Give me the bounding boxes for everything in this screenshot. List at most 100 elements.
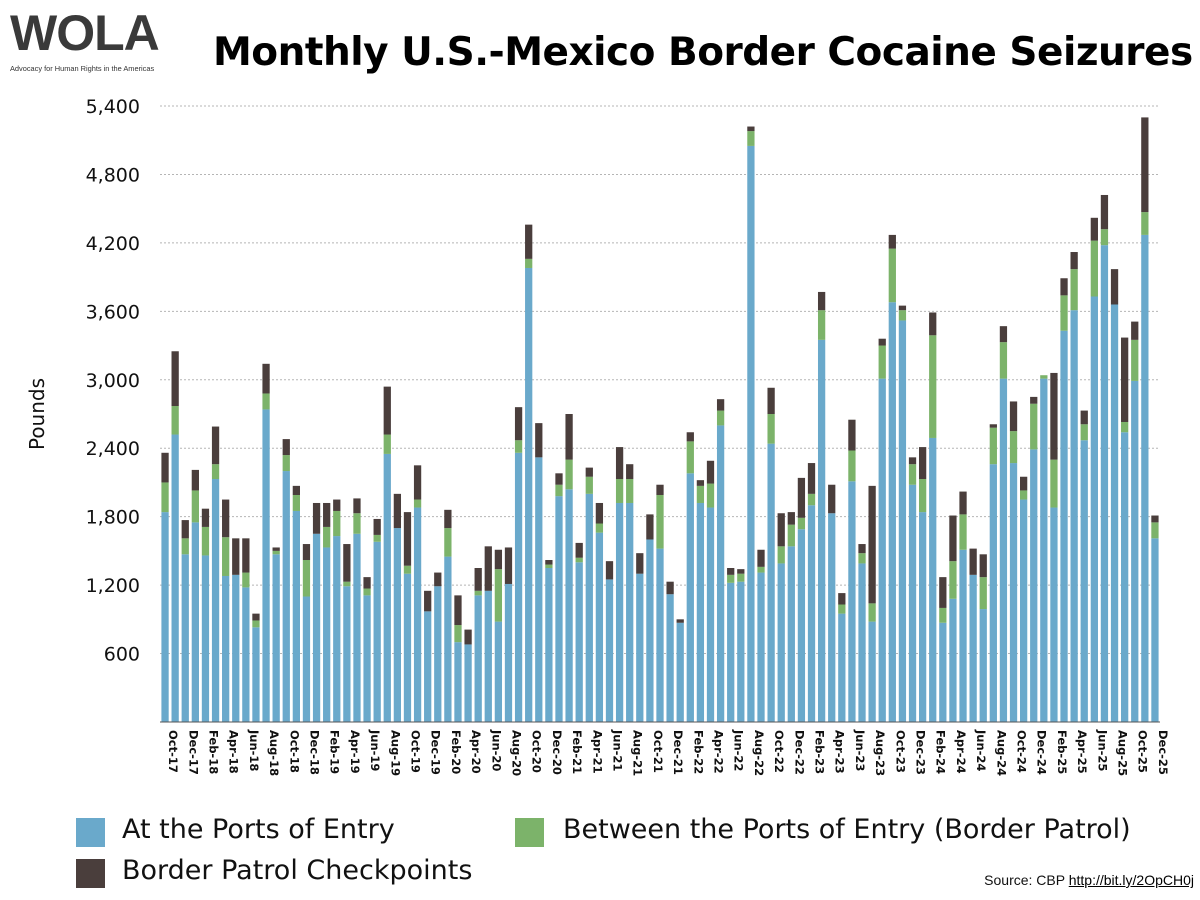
bar-segment-Mar-20-s2 xyxy=(454,595,462,626)
bar-segment-Dec-19-s0 xyxy=(424,611,432,722)
bar-segment-Sep-22-s2 xyxy=(757,549,765,567)
bar-segment-Dec-19-s2 xyxy=(424,590,432,612)
bar-segment-Jun-23-s2 xyxy=(848,419,856,451)
x-tick-label: Dec-24 xyxy=(1035,730,1049,775)
x-tick-label: Feb-22 xyxy=(691,730,705,774)
bar-segment-Mar-18-s2 xyxy=(211,426,220,465)
bar-segment-Apr-19-s0 xyxy=(343,586,351,722)
bar-segment-Nov-25-s0 xyxy=(1141,234,1149,723)
bar-segment-Apr-25-s0 xyxy=(1070,310,1078,722)
bar-segment-Jul-20-s2 xyxy=(494,549,503,570)
bar-segment-Jul-19-s0 xyxy=(373,541,381,722)
x-tick-label: Dec-23 xyxy=(914,730,928,775)
bar-segment-Aug-25-s0 xyxy=(1110,304,1119,722)
bar-segment-Jul-21-s2 xyxy=(615,447,624,480)
bar-segment-Feb-18-s2 xyxy=(201,508,210,527)
x-tick-label: Aug-20 xyxy=(509,730,523,776)
bar-segment-Jul-19-s2 xyxy=(373,518,381,535)
bar-segment-Aug-25-s2 xyxy=(1110,269,1119,305)
bar-segment-Nov-23-s0 xyxy=(898,320,907,722)
source-link[interactable]: http://bit.ly/2OpCH0j xyxy=(1068,872,1194,888)
bar-segment-Dec-22-s2 xyxy=(787,512,795,525)
bar-segment-Jun-23-s1 xyxy=(848,450,856,482)
bar-segment-Apr-22-s1 xyxy=(706,483,715,508)
bar-segment-Oct-18-s2 xyxy=(282,439,290,456)
x-tick-label: Feb-24 xyxy=(934,730,948,774)
bar-segment-Dec-22-s0 xyxy=(787,546,795,722)
bar-segment-Dec-17-s1 xyxy=(181,538,189,555)
bar-segment-Jul-18-s2 xyxy=(252,613,260,621)
bar-segment-Oct-21-s2 xyxy=(646,514,654,540)
x-tick-label: Apr-23 xyxy=(833,730,847,774)
bar-segment-Oct-22-s1 xyxy=(767,414,775,444)
bar-segment-Mar-22-s1 xyxy=(696,485,705,503)
bar-segment-May-22-s2 xyxy=(716,399,725,411)
bar-segment-May-25-s1 xyxy=(1080,424,1088,441)
bar-segment-Nov-19-s2 xyxy=(413,465,422,500)
bar-segment-Oct-17-s1 xyxy=(161,482,169,513)
x-tick-label: Feb-19 xyxy=(328,730,342,774)
bar-segment-Mar-21-s1 xyxy=(575,557,583,563)
bar-segment-May-21-s2 xyxy=(595,502,604,524)
bar-segment-Sep-18-s1 xyxy=(272,550,280,555)
legend-label-border-patrol: Between the Ports of Entry (Border Patro… xyxy=(563,814,1131,845)
y-tick-label: 3,000 xyxy=(86,370,140,392)
bar-segment-May-23-s1 xyxy=(838,604,846,614)
bar-segment-Aug-20-s0 xyxy=(504,583,513,722)
logo-wordmark: WOLA xyxy=(10,5,160,61)
x-tick-label: Dec-22 xyxy=(792,730,806,775)
x-tick-label: Jun-24 xyxy=(974,729,988,771)
x-tick-label: Apr-24 xyxy=(954,730,968,774)
bar-segment-Jul-23-s2 xyxy=(858,544,866,554)
bar-segment-Jun-18-s2 xyxy=(242,538,250,573)
bar-segment-Dec-20-s1 xyxy=(545,564,553,568)
bar-segment-Sep-19-s0 xyxy=(393,528,402,722)
bar-segment-Dec-24-s0 xyxy=(1030,449,1038,722)
bar-segment-Jun-19-s0 xyxy=(363,595,371,722)
bar-segment-Sep-24-s1 xyxy=(999,342,1008,379)
bar-segment-May-22-s0 xyxy=(716,425,725,722)
bar-segment-Jan-23-s2 xyxy=(797,477,806,518)
bar-segment-Jun-24-s0 xyxy=(969,574,977,722)
bar-segment-May-23-s2 xyxy=(838,593,846,605)
bar-segment-Jun-20-s2 xyxy=(484,546,492,591)
x-tick-label: Oct-24 xyxy=(1015,730,1029,773)
bar-segment-Dec-25-s0 xyxy=(1151,538,1159,722)
bar-segment-Sep-25-s0 xyxy=(1121,432,1129,722)
bar-segment-Sep-20-s0 xyxy=(514,452,523,722)
bar-segment-Mar-24-s1 xyxy=(939,607,947,623)
bar-segment-Jul-22-s1 xyxy=(737,573,745,582)
bar-segment-Aug-23-s1 xyxy=(868,603,876,622)
bar-segment-Mar-19-s2 xyxy=(333,499,341,511)
x-tick-label: Apr-18 xyxy=(227,730,241,774)
bar-segment-Sep-21-s2 xyxy=(636,553,644,574)
x-tick-label: Jun-23 xyxy=(853,729,867,771)
bar-segment-Nov-20-s2 xyxy=(535,423,543,458)
bar-segment-Feb-21-s0 xyxy=(565,489,573,722)
logo-tagline: Advocacy for Human Rights in the America… xyxy=(10,64,155,73)
bar-segment-Sep-25-s2 xyxy=(1121,337,1129,422)
bar-segment-Aug-22-s1 xyxy=(747,131,755,146)
bar-segment-Feb-23-s1 xyxy=(807,493,816,506)
bar-segment-Apr-23-s0 xyxy=(828,513,836,722)
bar-segment-May-18-s0 xyxy=(232,574,240,722)
bar-segment-Sep-20-s2 xyxy=(514,407,523,441)
bar-segment-Mar-22-s0 xyxy=(696,502,705,722)
bar-segment-Jan-24-s0 xyxy=(918,512,927,722)
bar-segment-Apr-21-s1 xyxy=(585,476,593,494)
bar-segment-Apr-19-s1 xyxy=(343,581,351,587)
bar-segment-Dec-21-s2 xyxy=(666,581,674,595)
bar-segment-May-25-s2 xyxy=(1080,410,1088,425)
bar-segment-Sep-21-s0 xyxy=(636,573,644,722)
bar-segment-Nov-21-s2 xyxy=(656,484,664,495)
bar-segment-Jun-24-s2 xyxy=(969,548,977,575)
bar-segment-Feb-19-s1 xyxy=(323,526,331,548)
x-tick-label: Aug-19 xyxy=(388,730,402,776)
bar-segment-Feb-25-s1 xyxy=(1050,459,1058,508)
bar-segment-Dec-22-s1 xyxy=(787,524,795,547)
bar-segment-Dec-20-s2 xyxy=(545,560,553,565)
bar-segment-Nov-18-s0 xyxy=(292,510,300,722)
bar-segment-Sep-24-s2 xyxy=(999,326,1008,343)
bar-segment-Feb-20-s1 xyxy=(444,528,452,557)
bar-segment-Apr-25-s1 xyxy=(1070,269,1078,311)
